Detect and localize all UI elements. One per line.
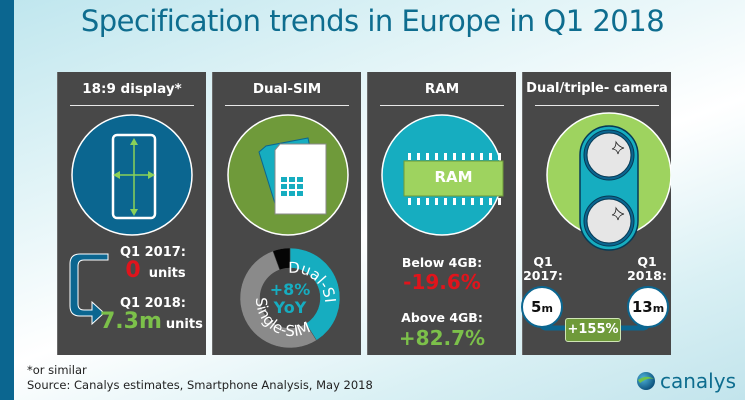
ram-pin bbox=[462, 198, 465, 205]
ram-pin bbox=[444, 153, 447, 160]
canalys-globe-icon bbox=[637, 372, 655, 390]
sim-card-icon bbox=[227, 114, 349, 236]
q1-2018-label-line1: Q1 bbox=[637, 254, 657, 269]
donut-segment-single-sim bbox=[239, 250, 317, 349]
divider bbox=[225, 105, 349, 106]
panel-title: RAM bbox=[424, 81, 460, 97]
donut-segment-dual-sim bbox=[289, 247, 341, 341]
divider bbox=[380, 105, 504, 106]
dual-camera-icon bbox=[539, 112, 671, 331]
left-accent-bar bbox=[0, 0, 14, 400]
donut-center-line1: +8% bbox=[269, 280, 311, 299]
q1-2017-unit: units bbox=[148, 266, 186, 281]
q1-2018-label: Q1 2018: bbox=[119, 296, 186, 311]
ram-chip-icon bbox=[381, 114, 504, 236]
q1-2018-unit: m bbox=[652, 302, 665, 315]
q1-2018-label-line2: 2018: bbox=[627, 268, 667, 283]
source-note: Source: Canalys estimates, Smartphone An… bbox=[27, 378, 373, 392]
donut-center-line2: YoY bbox=[273, 298, 307, 317]
q1-2017-unit: m bbox=[541, 302, 553, 315]
q1-2017-value: 0 bbox=[125, 258, 141, 283]
curved-arrow-icon bbox=[69, 253, 109, 326]
ram-pin bbox=[498, 153, 501, 160]
ram-pin bbox=[489, 153, 492, 160]
ram-pin bbox=[417, 198, 420, 205]
dual-sim-donut: Dual-SIM Single-SIM bbox=[213, 72, 341, 349]
q1-2017-label-line2: 2017: bbox=[523, 268, 563, 283]
q1-2018-value: 13 bbox=[631, 298, 653, 316]
ram-pin bbox=[462, 153, 465, 160]
panel-title: Dual-SIM bbox=[252, 81, 322, 97]
ram-pin bbox=[435, 153, 438, 160]
donut-segment-other bbox=[272, 247, 291, 271]
above-4gb-label: Above 4GB: bbox=[401, 310, 483, 325]
q1-2018-value-row: 7.3m units bbox=[100, 309, 210, 334]
below-4gb-value: -19.6% bbox=[403, 270, 481, 294]
divider bbox=[535, 105, 659, 106]
q1-2018-label: Q1 2018: bbox=[625, 255, 669, 283]
q1-2017-label-line1: Q1 bbox=[533, 254, 553, 269]
ram-chip-label: RAM bbox=[434, 168, 473, 186]
q1-2018-value: 7.3m bbox=[100, 309, 162, 334]
logo-text: canalys bbox=[660, 369, 736, 393]
below-4gb-label: Below 4GB: bbox=[401, 255, 483, 270]
panel-dual-sim: Dual-SIM Dual-SIM Single-SIM +8% YoY bbox=[212, 72, 361, 355]
ram-pin bbox=[489, 198, 492, 205]
panel-display: 18:9 display* Q1 2017: 0 units Q1 2018: 7… bbox=[57, 72, 206, 355]
ram-pin bbox=[435, 198, 438, 205]
page-title: Specification trends in Europe in Q1 201… bbox=[80, 4, 665, 38]
ram-pin bbox=[453, 153, 456, 160]
q1-2017-value-row: 0 units bbox=[108, 258, 203, 283]
ram-pin bbox=[417, 153, 420, 160]
panel-title: Dual/triple- camera bbox=[526, 81, 668, 96]
ram-pin bbox=[471, 198, 474, 205]
q1-2018-bubble: 13 m bbox=[627, 286, 669, 328]
ram-pin bbox=[408, 153, 411, 160]
above-4gb-value: +82.7% bbox=[398, 326, 486, 350]
q1-2017-label: Q1 2017: bbox=[119, 245, 186, 260]
panel-ram: RAM RAM Below 4GB: -19.6% Above 4GB: +82… bbox=[367, 72, 516, 355]
phone-display-icon bbox=[69, 114, 193, 326]
ram-pin bbox=[471, 153, 474, 160]
ram-pin bbox=[408, 198, 411, 205]
growth-badge: +155% bbox=[565, 318, 621, 342]
ram-pin bbox=[453, 198, 456, 205]
q1-2017-label: Q1 2017: bbox=[523, 255, 563, 283]
donut-center-text: +8% YoY bbox=[265, 281, 315, 317]
ram-pin bbox=[426, 153, 429, 160]
q1-2017-value: 5 bbox=[531, 298, 542, 316]
canalys-logo: canalys bbox=[636, 369, 736, 393]
ram-pin bbox=[498, 198, 501, 205]
q1-2018-unit: units bbox=[165, 317, 203, 332]
ram-pin bbox=[480, 153, 483, 160]
ram-pin bbox=[444, 198, 447, 205]
ram-pin bbox=[480, 198, 483, 205]
footnote: *or similar bbox=[27, 363, 87, 377]
ram-pin bbox=[426, 198, 429, 205]
divider bbox=[70, 105, 194, 106]
panel-title: 18:9 display* bbox=[82, 81, 182, 97]
